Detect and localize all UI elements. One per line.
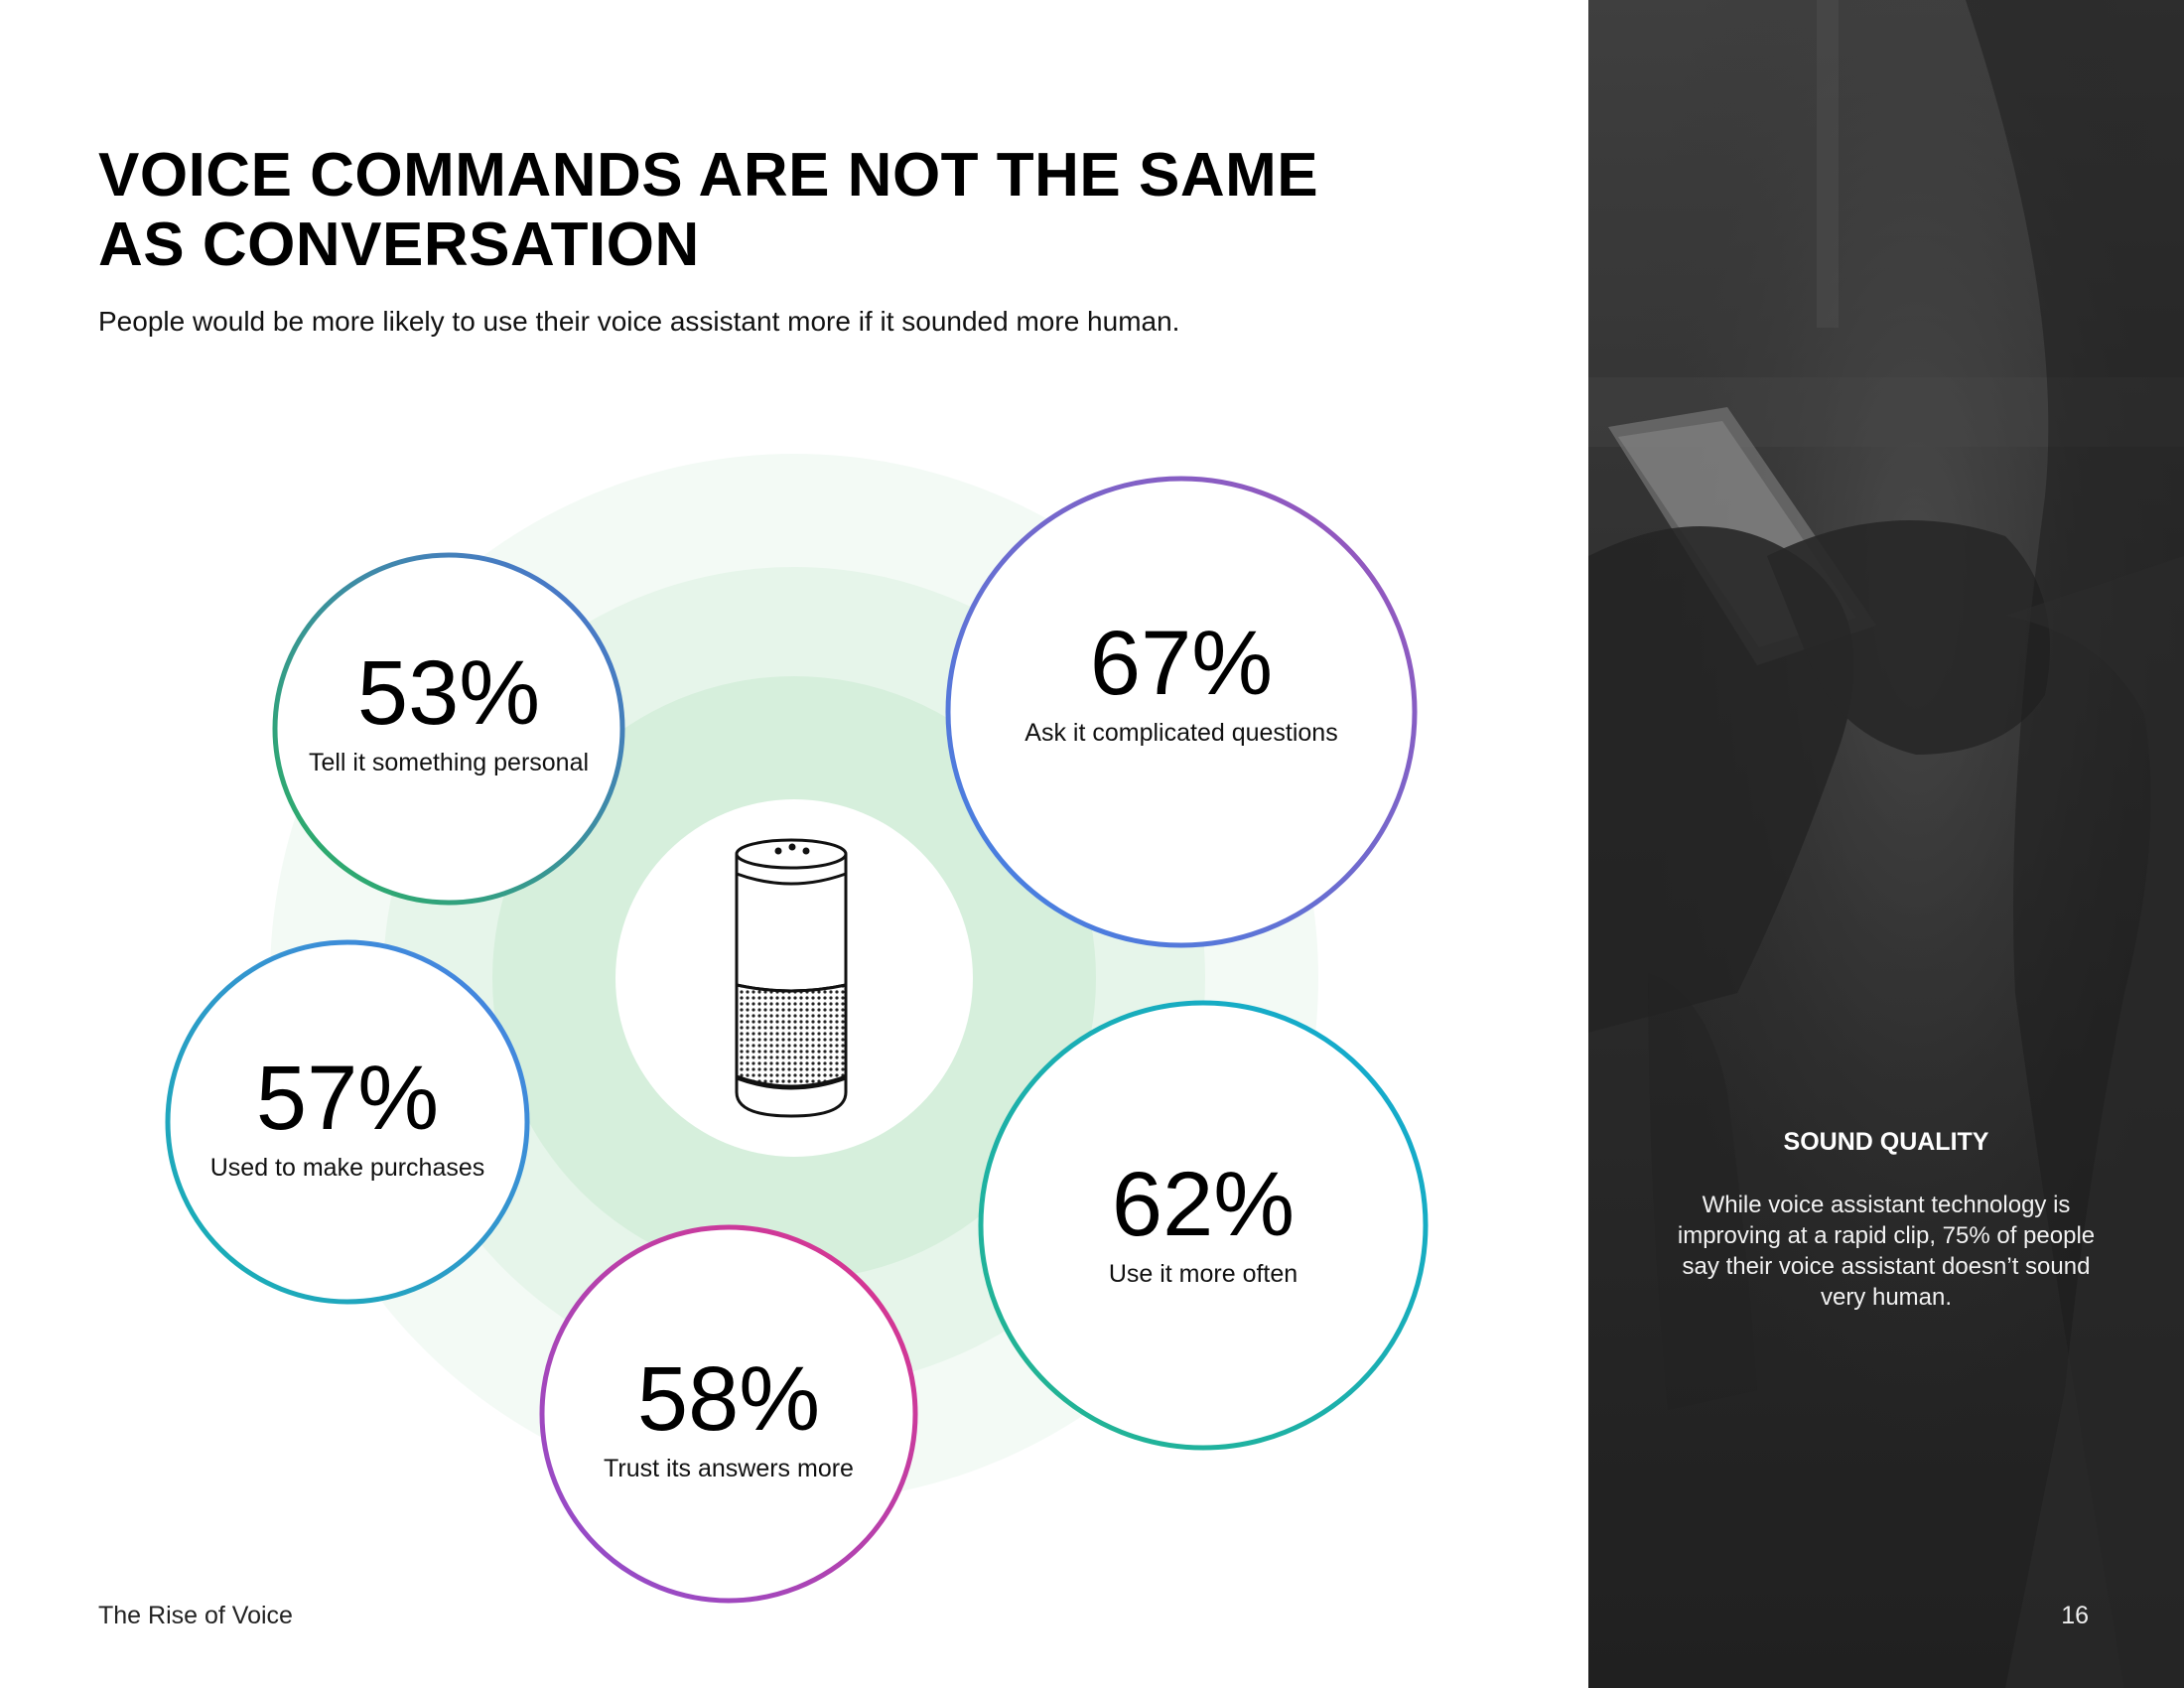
hands-phone-photo: [1588, 0, 2184, 1688]
stat-circle-57: [165, 939, 530, 1305]
stat-label: Use it more often: [1108, 1260, 1298, 1288]
center-disc: [615, 799, 973, 1157]
stat-label: Tell it something personal: [308, 749, 590, 776]
stat-trust-answers: 58% Trust its answers more: [530, 1349, 927, 1483]
stat-value: 53%: [356, 642, 541, 744]
main-panel: VOICE COMMANDS ARE NOT THE SAME AS CONVE…: [98, 141, 1429, 1629]
stat-label: Used to make purchases: [209, 1154, 485, 1182]
page-title: VOICE COMMANDS ARE NOT THE SAME AS CONVE…: [98, 141, 1319, 279]
stat-circle-67: [945, 476, 1418, 948]
page-number: 16: [2061, 1602, 2089, 1629]
smart-speaker-icon: [735, 838, 848, 1118]
page-subtitle: People would be more likely to use their…: [98, 306, 1180, 337]
stat-label: Ask it complicated questions: [1024, 719, 1338, 747]
stats-graphic: [165, 454, 1429, 1604]
stat-circle-62: [978, 1000, 1429, 1451]
footer-title: The Rise of Voice: [98, 1602, 293, 1629]
stat-value: 62%: [1111, 1154, 1296, 1255]
sidebar-body: While voice assistant technology is impr…: [1677, 1192, 2096, 1311]
stat-value: 57%: [255, 1048, 440, 1149]
sidebar-heading: SOUND QUALITY: [1783, 1128, 1989, 1156]
stat-label: Trust its answers more: [604, 1455, 854, 1482]
stat-personal: 53% Tell it something personal: [250, 643, 647, 777]
stat-value: 67%: [1089, 613, 1274, 714]
stat-circle-58: [539, 1224, 918, 1604]
stat-complicated-questions: 67% Ask it complicated questions: [983, 614, 1380, 748]
stat-use-more-often: 62% Use it more often: [1005, 1155, 1402, 1289]
sidebar-photo-panel: SOUND QUALITY While voice assistant tech…: [1588, 0, 2184, 1688]
stat-circle-53: [272, 552, 625, 906]
stat-purchases: 57% Used to make purchases: [149, 1049, 546, 1183]
stat-value: 58%: [636, 1348, 821, 1450]
